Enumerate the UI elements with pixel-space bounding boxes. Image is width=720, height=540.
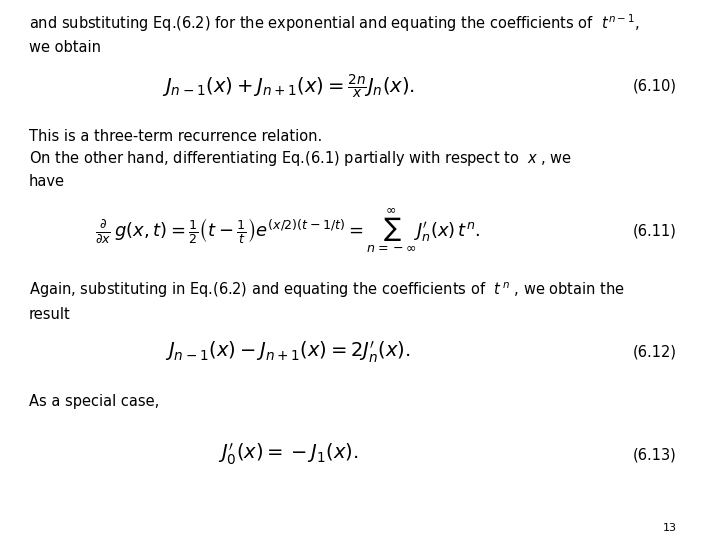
Text: $\frac{\partial}{\partial x}\,g(x,t) = \frac{1}{2}\left(t - \frac{1}{t}\right)e^: $\frac{\partial}{\partial x}\,g(x,t) = \…	[95, 207, 481, 255]
Text: and substituting Eq.(6.2) for the exponential and equating the coefficients of  : and substituting Eq.(6.2) for the expone…	[29, 12, 639, 33]
Text: 13: 13	[662, 523, 677, 533]
Text: On the other hand, differentiating Eq.(6.1) partially with respect to  $x$ , we: On the other hand, differentiating Eq.(6…	[29, 149, 572, 168]
Text: This is a three-term recurrence relation.: This is a three-term recurrence relation…	[29, 129, 322, 144]
Text: As a special case,: As a special case,	[29, 394, 159, 409]
Text: we obtain: we obtain	[29, 40, 101, 55]
Text: (6.10): (6.10)	[633, 79, 677, 94]
Text: Again, substituting in Eq.(6.2) and equating the coefficients of  $t^{\,n}$ , we: Again, substituting in Eq.(6.2) and equa…	[29, 281, 625, 300]
Text: result: result	[29, 307, 71, 322]
Text: (6.13): (6.13)	[633, 447, 677, 462]
Text: $J_{n-1}(x) + J_{n+1}(x) = \frac{2n}{x}J_{n}(x).$: $J_{n-1}(x) + J_{n+1}(x) = \frac{2n}{x}J…	[161, 72, 415, 100]
Text: $J_{n-1}(x) - J_{n+1}(x) = 2J_{n}^{\prime}(x).$: $J_{n-1}(x) - J_{n+1}(x) = 2J_{n}^{\prim…	[165, 339, 411, 365]
Text: (6.12): (6.12)	[633, 345, 677, 360]
Text: $J_{0}^{\prime}(x) = -J_{1}(x).$: $J_{0}^{\prime}(x) = -J_{1}(x).$	[217, 442, 359, 468]
Text: (6.11): (6.11)	[633, 224, 677, 239]
Text: have: have	[29, 174, 65, 189]
